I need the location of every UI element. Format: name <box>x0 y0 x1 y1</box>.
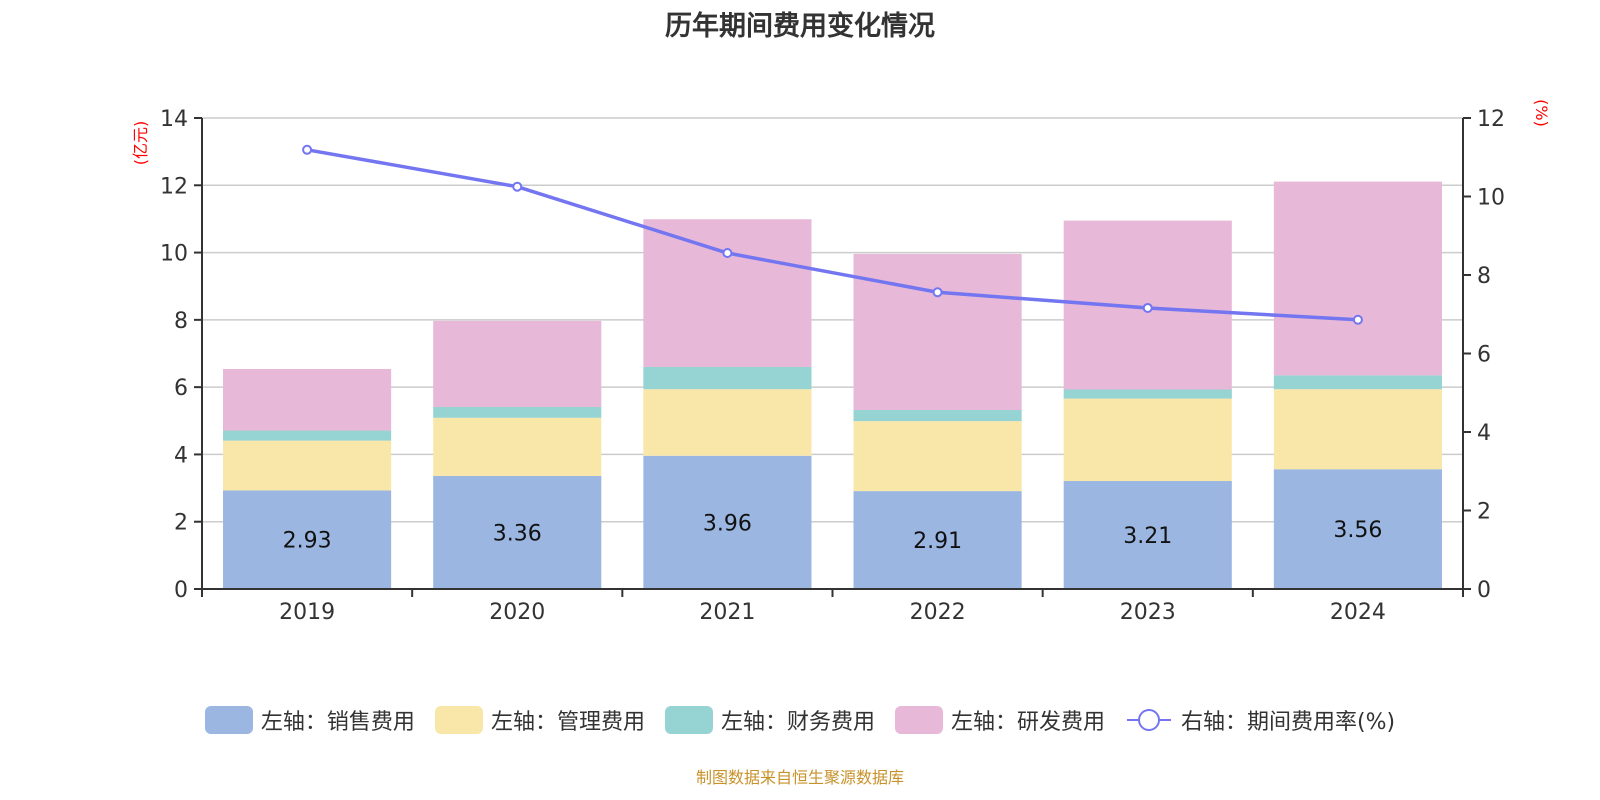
left-axis-tick-label: 12 <box>160 174 188 199</box>
bar-value-label: 3.56 <box>1333 518 1382 543</box>
legend-item[interactable]: 左轴：研发费用 <box>894 704 1105 736</box>
bar-segment-3 <box>643 219 812 367</box>
bar-segment-0 <box>433 475 602 589</box>
rate-point <box>512 181 523 192</box>
right-axis-tick-label: 0 <box>1477 578 1491 603</box>
left-axis-tick-label: 6 <box>174 376 188 401</box>
bar-segment-2 <box>1273 375 1442 390</box>
rate-point <box>722 248 733 259</box>
right-axis-tick-label: 4 <box>1477 421 1491 446</box>
data-source-footer: 制图数据来自恒生聚源数据库 <box>695 768 904 787</box>
bar-segment-1 <box>853 421 1022 492</box>
bar-value-label: 2.91 <box>913 529 962 554</box>
x-axis-tick-label: 2021 <box>699 600 755 625</box>
left-axis-tick-label: 2 <box>174 511 188 536</box>
bar-segment-2 <box>1063 389 1232 399</box>
x-axis-tick-label: 2023 <box>1120 600 1176 625</box>
line-layer <box>302 144 1363 325</box>
right-axis-tick-label: 6 <box>1477 343 1491 368</box>
right-axis-tick-label: 2 <box>1477 500 1491 525</box>
bar-segment-0 <box>1063 481 1232 589</box>
rate-point <box>1352 314 1363 325</box>
bar-segment-0 <box>223 490 392 589</box>
chart-title: 历年期间费用变化情况 <box>665 11 935 42</box>
x-axis-tick-label: 2022 <box>910 600 966 625</box>
right-axis-tick-label: 8 <box>1477 264 1491 289</box>
bar-segment-1 <box>433 417 602 476</box>
legend-item[interactable]: 左轴：财务费用 <box>664 704 875 736</box>
x-axis-tick-label: 2024 <box>1330 600 1386 625</box>
bar-segment-1 <box>223 440 392 491</box>
legend-swatch <box>664 706 713 734</box>
chart-canvas: 0 2 4 6 8 10 12 14 0 2 4 6 8 10 12 2.93 2019 3.36 2020 3.96… <box>131 99 1551 625</box>
legend-label: 左轴：财务费用 <box>720 710 875 735</box>
left-axis-tick-label: 10 <box>160 242 188 267</box>
rate-line <box>306 148 1359 322</box>
bar-segment-1 <box>1063 398 1232 482</box>
left-axis-tick-label: 4 <box>174 443 188 468</box>
rate-point <box>302 144 313 155</box>
axes <box>194 117 1471 597</box>
bar-value-label: 3.21 <box>1123 524 1172 549</box>
x-axis-tick-label: 2020 <box>489 600 545 625</box>
bar-segment-0 <box>853 491 1022 589</box>
rate-point <box>932 287 943 298</box>
legend-label: 左轴：销售费用 <box>260 710 415 735</box>
left-axis-tick-label: 8 <box>174 309 188 334</box>
legend-line-marker-icon <box>1126 709 1171 731</box>
rate-point <box>1142 302 1153 313</box>
bar-segment-1 <box>643 389 812 456</box>
left-axis-unit-label: (亿元) <box>131 121 150 166</box>
legend-label: 左轴：研发费用 <box>950 710 1105 735</box>
bar-segment-3 <box>223 368 392 431</box>
bar-segment-0 <box>643 455 812 589</box>
legend-item[interactable]: 左轴：销售费用 <box>204 704 415 736</box>
legend-swatch <box>894 706 943 734</box>
labels-layer: 0 2 4 6 8 10 12 14 0 2 4 6 8 10 12 2.93 2019 3.36 2020 3.96… <box>160 107 1505 625</box>
bar-value-label: 3.96 <box>703 511 752 536</box>
gridlines <box>202 117 1463 523</box>
legend-item[interactable]: 右轴：期间费用率(%) <box>1125 704 1395 736</box>
legend-swatch <box>434 706 483 734</box>
legend-item[interactable]: 左轴：管理费用 <box>434 704 645 736</box>
right-axis-tick-label: 10 <box>1477 186 1505 211</box>
bar-segment-3 <box>853 253 1022 411</box>
bar-segment-0 <box>1273 469 1442 589</box>
legend-label: 右轴：期间费用率(%) <box>1180 710 1396 735</box>
right-axis-tick-label: 12 <box>1477 107 1505 132</box>
x-axis-tick-label: 2019 <box>279 600 335 625</box>
bar-value-label: 2.93 <box>283 529 332 554</box>
bar-layer <box>223 181 1442 589</box>
bar-segment-2 <box>223 430 392 441</box>
bar-segment-2 <box>433 406 602 418</box>
legend: 左轴：销售费用 左轴：管理费用 左轴：财务费用 左轴：研发费用 右轴：期间费用率(%) <box>0 704 1600 736</box>
right-axis-unit-label: (%) <box>1532 99 1551 127</box>
bar-segment-2 <box>643 366 812 390</box>
legend-swatch <box>204 706 253 734</box>
bar-segment-1 <box>1273 389 1442 470</box>
left-axis-tick-label: 14 <box>160 107 188 132</box>
bar-segment-3 <box>1273 181 1442 376</box>
legend-label: 左轴：管理费用 <box>490 710 645 735</box>
bar-segment-2 <box>853 410 1022 422</box>
bar-value-label: 3.36 <box>493 521 542 546</box>
bar-segment-3 <box>433 320 602 407</box>
left-axis-tick-label: 0 <box>174 578 188 603</box>
